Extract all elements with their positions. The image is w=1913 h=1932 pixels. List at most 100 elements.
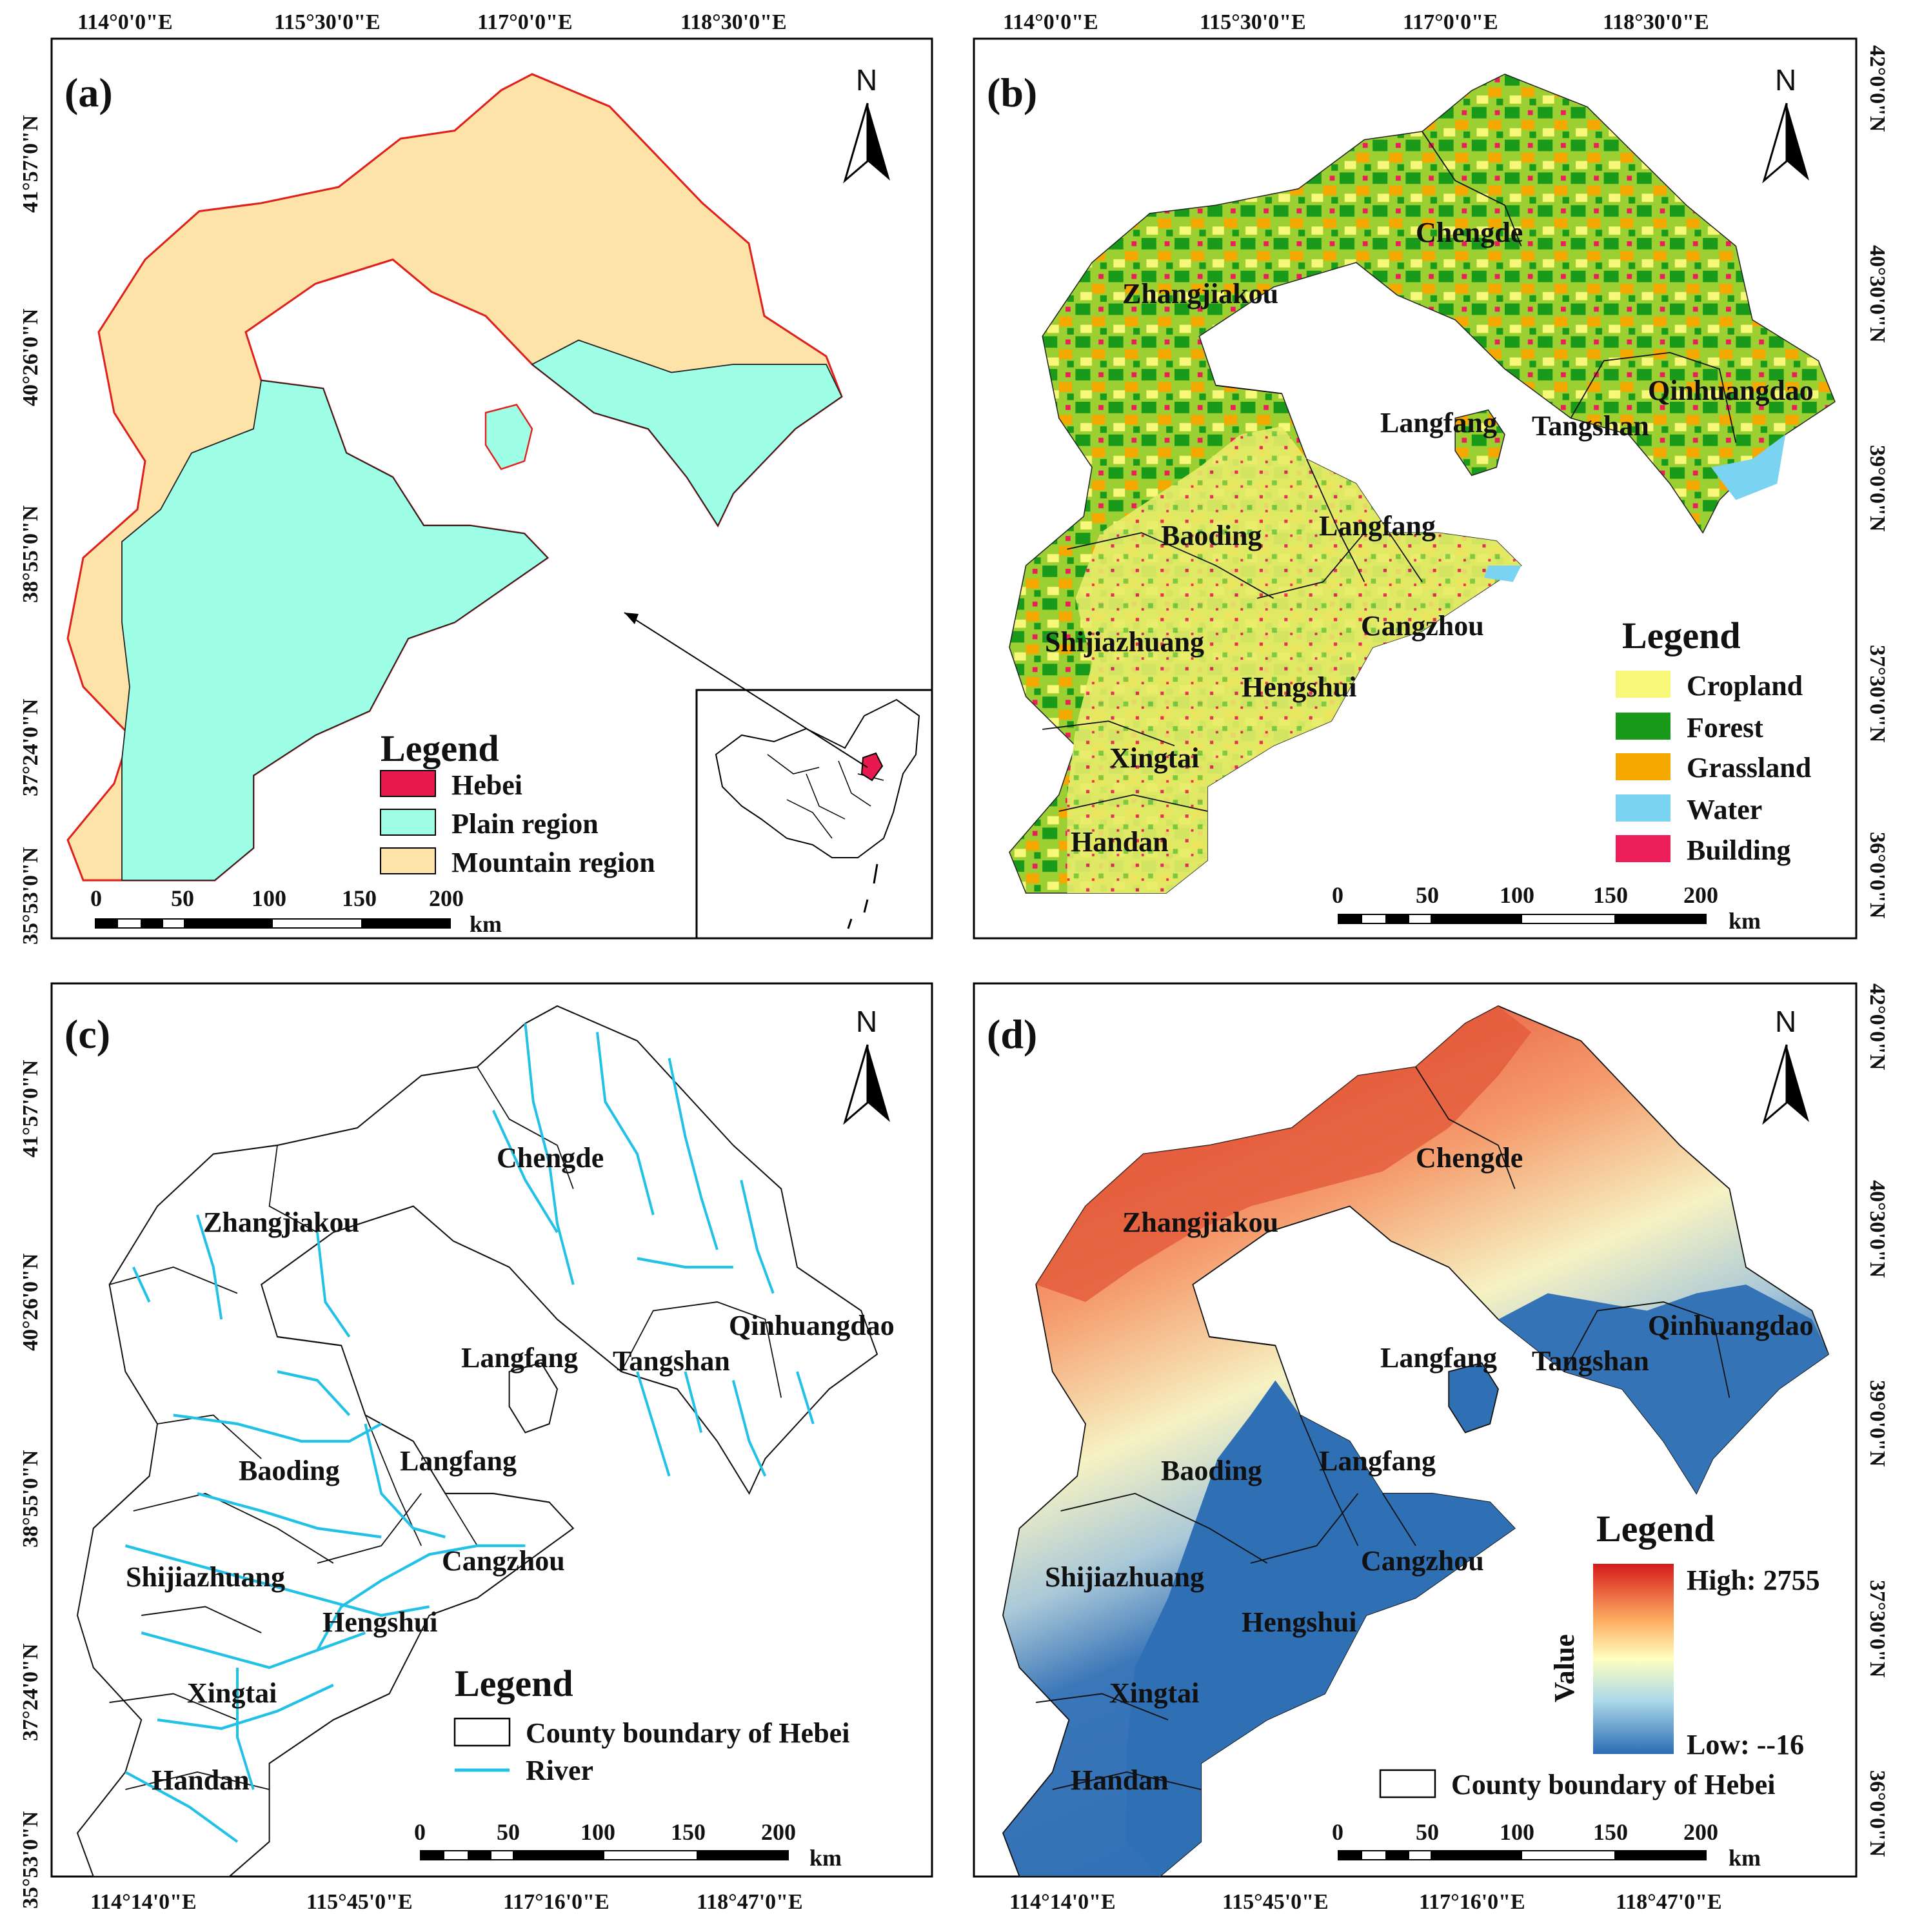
scale-unit: km [1729,908,1761,934]
tick-label: 117°16'0"E [1419,1890,1525,1914]
panel-b-map [1009,74,1836,894]
scale-number: 50 [1416,882,1439,908]
legend-swatch-county [453,1717,511,1747]
scale-number: 100 [252,885,286,911]
tick-label: 39°0'0"N [1865,445,1889,532]
city-label-baoding: Baoding [1161,520,1262,551]
legend-swatch-plain [380,809,436,836]
tick-label: 118°47'0"E [1616,1890,1722,1914]
panel-a-legend: Legend Hebei Plain region Mountain regio… [380,727,655,878]
scale-number: 150 [1593,1819,1628,1845]
tick-label: 35°53'0"N [19,847,43,945]
city-label-langfang-s: Langfang [1319,1445,1436,1477]
city-label-langfang-n: Langfang [461,1342,578,1374]
tick-label: 40°26'0"N [19,1253,43,1351]
city-label-langfang-n: Langfang [1380,407,1497,439]
tick-label: 36°0'0"N [1865,1770,1889,1857]
legend-swatch-forest [1616,713,1670,740]
panel-d-right-ticks: 42°0'0"N 40°30'0"N 39°0'0"N 37°30'0"N 36… [1865,983,1889,1857]
panel-b-city-labels: Chengde Zhangjiakou Qinhuangdao Langfang… [1045,217,1814,858]
city-label-langfang-s: Langfang [400,1445,517,1477]
legend-label: Cropland [1687,670,1803,702]
legend-swatch-hebei [380,770,436,797]
north-arrow-icon: N [1762,63,1809,184]
north-arrow-icon: N [1762,1005,1809,1125]
tick-label: 115°45'0"E [1222,1890,1329,1914]
panel-d-city-labels: Chengde Zhangjiakou Qinhuangdao Langfang… [1045,1142,1814,1796]
tick-label: 37°24'0"N [19,698,43,796]
panel-c: (c) Chengde Zhangjiakou Qinhuangdao Lang… [19,982,933,1914]
city-label-handan: Handan [152,1764,250,1796]
inset-hebei [860,752,884,782]
legend-label: Hebei [451,769,522,801]
plain-region-south [121,379,549,881]
tick-label: 40°30'0"N [1865,245,1889,343]
arrowhead-icon [624,613,639,624]
city-label-cangzhou: Cangzhou [1361,1545,1484,1577]
panel-d-map [1002,1005,1829,1877]
city-label-tangshan: Tangshan [613,1345,730,1377]
legend-swatch-water [1616,794,1670,822]
panel-a-label: (a) [64,70,113,115]
plain-region-northeast [531,339,843,527]
tick-label: 115°45'0"E [306,1890,413,1914]
tick-label: 115°30'0"E [274,10,381,34]
tick-label: 35°53'0"N [19,1811,43,1909]
city-label-langfang-s: Langfang [1319,510,1436,542]
tick-label: 38°55'0"N [19,505,43,603]
dem-lowland [1127,1380,1515,1877]
tick-label: 42°0'0"N [1865,983,1889,1070]
tick-label: 40°26'0"N [19,308,43,406]
tick-label: 117°16'0"E [503,1890,610,1914]
tick-label: 37°30'0"N [1865,645,1889,743]
panel-a-top-ticks: 114°0'0"E 115°30'0"E 117°0'0"E 118°30'0"… [77,10,787,34]
scale-number: 0 [90,885,102,911]
city-label-handan: Handan [1071,826,1169,858]
legend-label: Forest [1687,712,1763,744]
value-axis-label: Value [1549,1634,1580,1702]
legend-swatch-cropland [1616,671,1670,698]
legend-label: County boundary of Hebei [526,1717,849,1749]
panel-c-label: (c) [64,1011,110,1057]
legend-label: Grassland [1687,752,1811,784]
tick-label: 118°47'0"E [697,1890,803,1914]
city-label-chengde: Chengde [1416,1142,1523,1174]
city-label-chengde: Chengde [1416,217,1523,248]
city-label-xingtai: Xingtai [1109,742,1199,774]
legend-label: Water [1687,794,1762,825]
panel-c-city-labels: Chengde Zhangjiakou Qinhuangdao Langfang… [126,1142,895,1796]
city-label-langfang-n: Langfang [1380,1342,1497,1374]
scale-number: 150 [342,885,377,911]
city-label-baoding: Baoding [1161,1455,1262,1486]
panel-c-legend: Legend County boundary of Hebei River [453,1662,849,1786]
city-label-chengde: Chengde [497,1142,604,1174]
scale-unit: km [809,1845,842,1871]
scale-number: 100 [1500,1819,1534,1845]
legend-swatch-county [1379,1769,1436,1799]
city-label-qinhuangdao: Qinhuangdao [1648,375,1814,406]
tick-label: 118°30'0"E [1603,10,1709,34]
scale-number: 200 [761,1819,796,1845]
cropland-plain [1067,426,1521,893]
county-boundaries [109,1066,782,1790]
city-label-shijiazhuang: Shijiazhuang [1045,626,1204,658]
legend-swatch-mountain [380,847,436,874]
panel-d: (d) Chengde Zhangjiakou Qinhuangdao Lang… [973,982,1889,1914]
city-label-xingtai: Xingtai [1109,1677,1199,1709]
city-label-handan: Handan [1071,1764,1169,1796]
city-label-tangshan: Tangshan [1532,1345,1649,1377]
panel-d-scalebar: 0 50 100 150 200 km [1332,1819,1761,1871]
tick-label: 41°57'0"N [19,1060,43,1158]
scale-number: 200 [429,885,464,911]
panel-b-legend: Legend Cropland Forest Grassland Water B… [1616,615,1811,866]
scale-number: 100 [580,1819,615,1845]
panel-d-label: (d) [987,1011,1037,1057]
city-label-zhangjiakou: Zhangjiakou [203,1207,359,1238]
panel-d-bottom-ticks: 114°14'0"E 115°45'0"E 117°16'0"E 118°47'… [1009,1890,1722,1914]
dem-lowland-ne [1498,1285,1829,1493]
county-lines [1042,131,1737,812]
tick-label: 118°30'0"E [680,10,787,34]
panel-b-right-ticks: 42°0'0"N 40°30'0"N 39°0'0"N 37°30'0"N 36… [1865,45,1889,919]
scale-number: 100 [1500,882,1534,908]
scale-number: 0 [1332,882,1343,908]
